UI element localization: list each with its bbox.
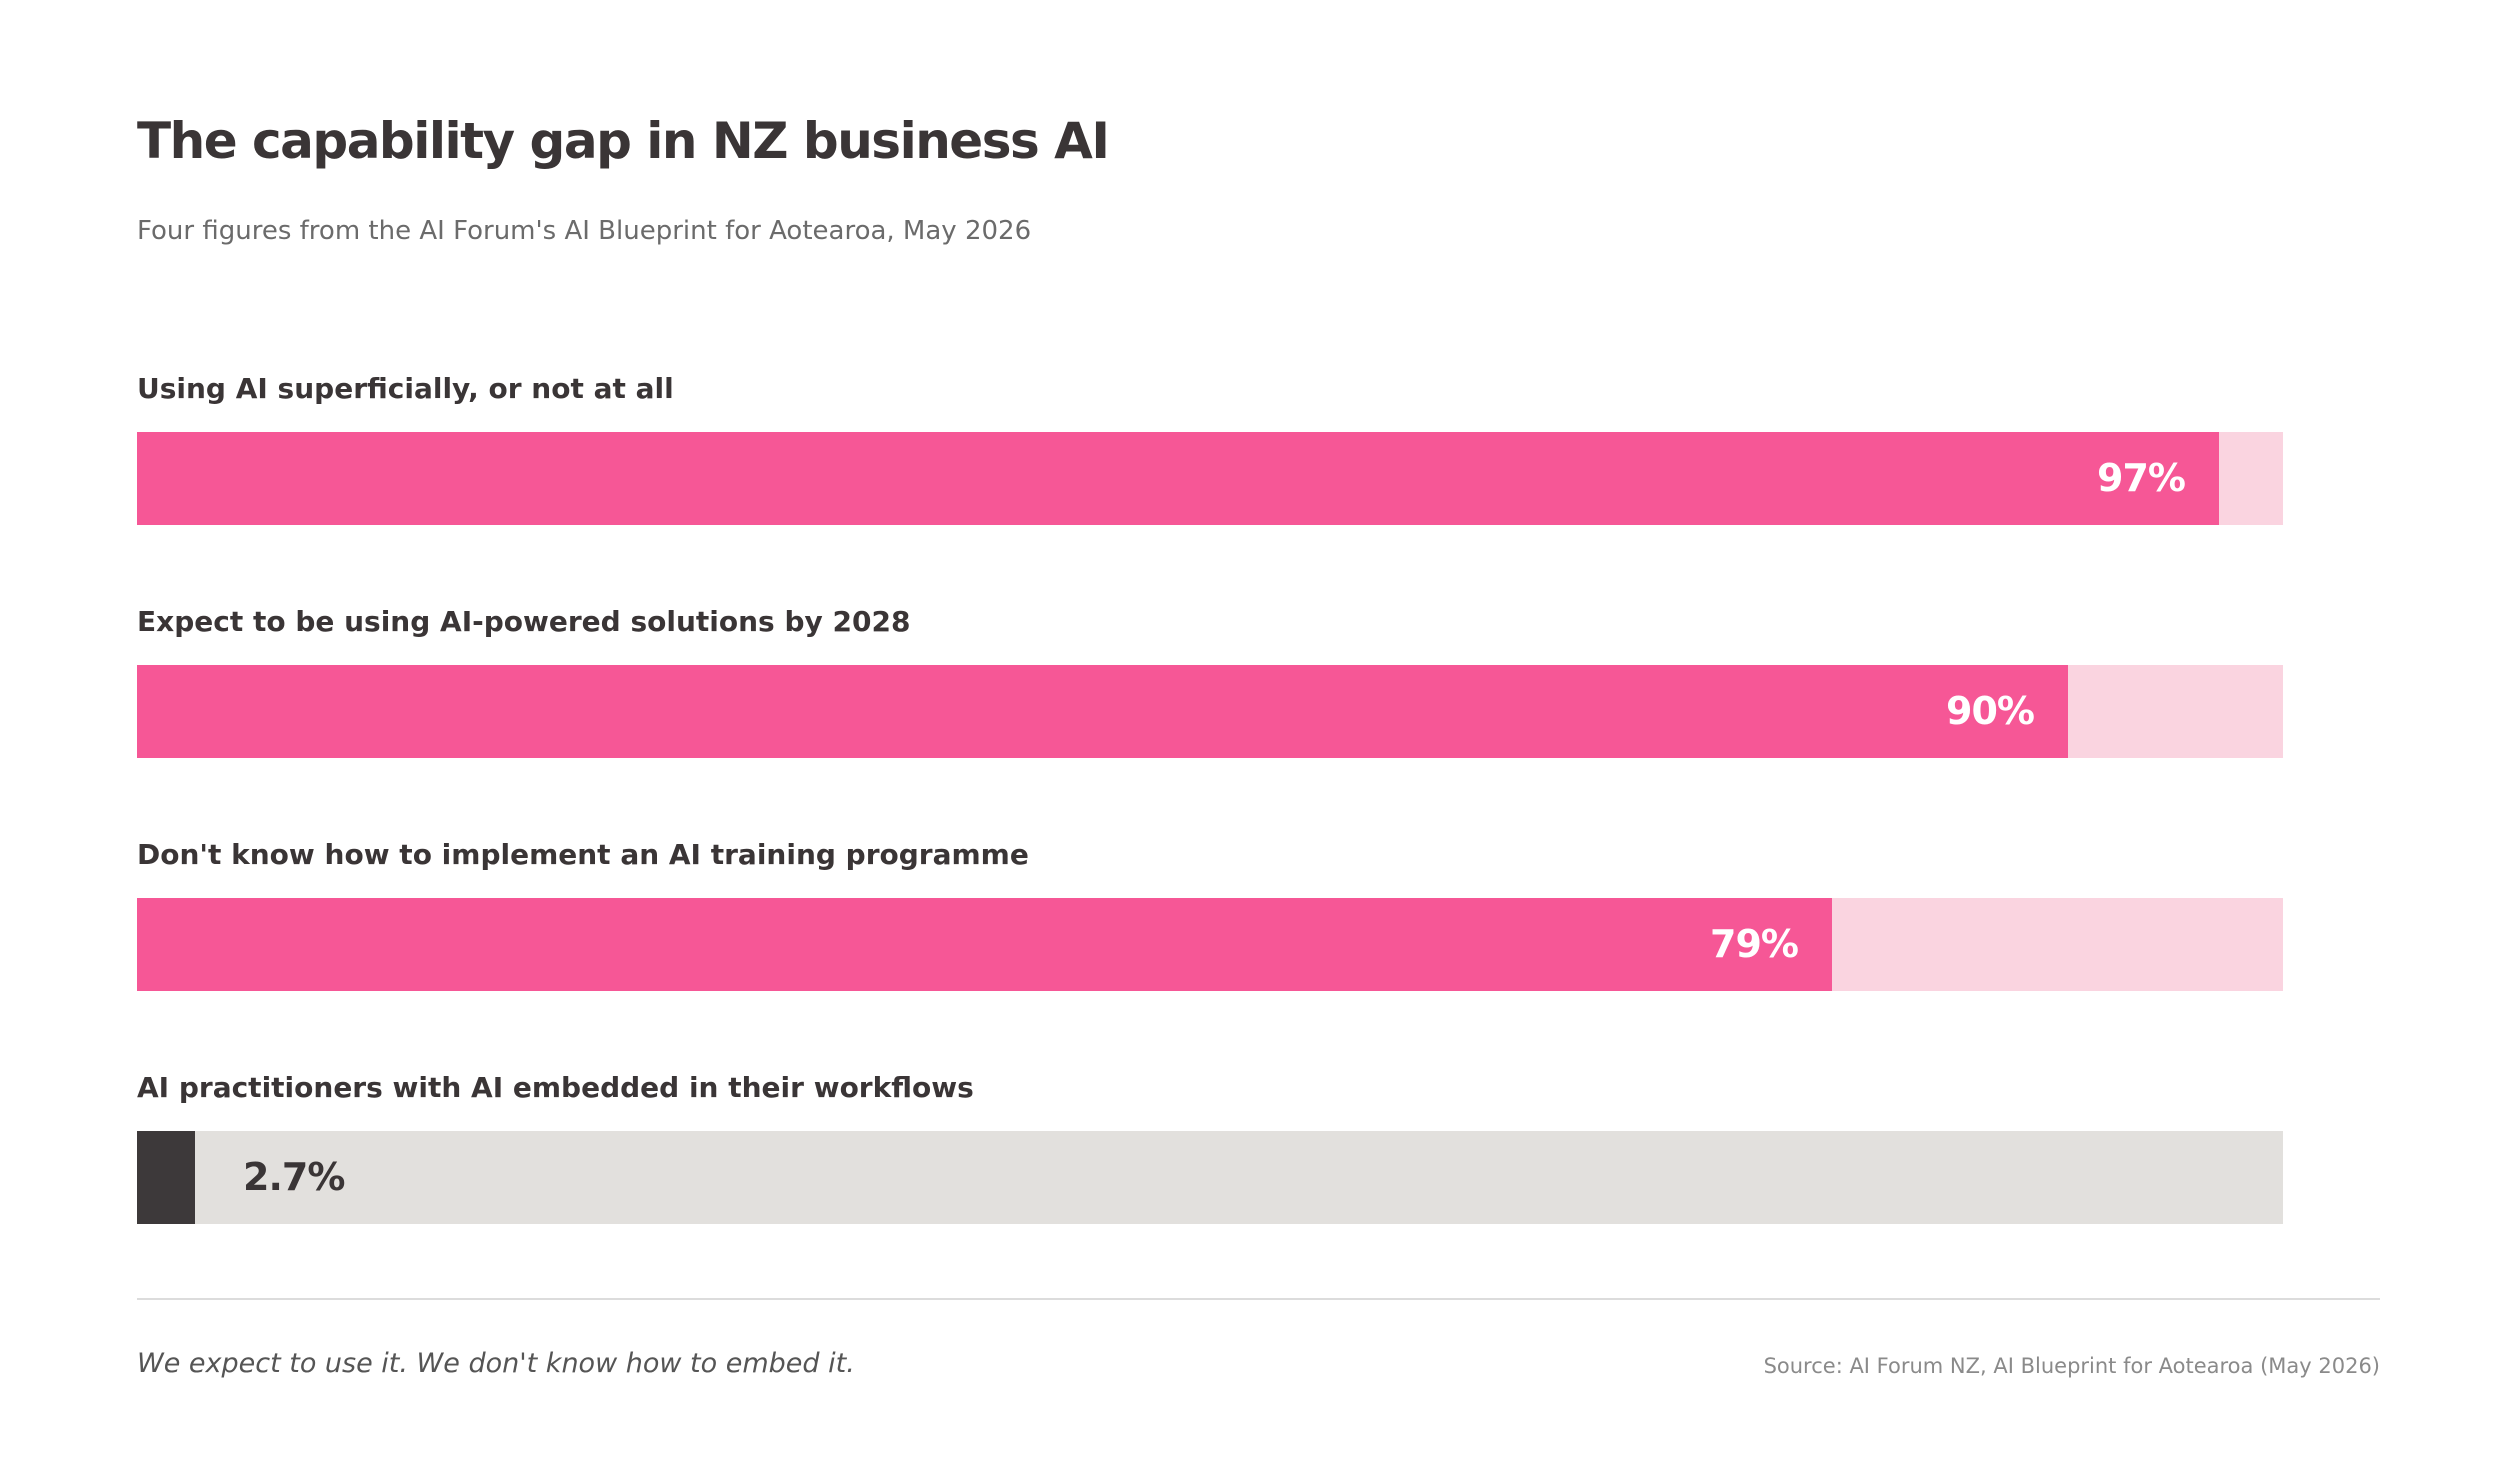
bar-value-label: 90% xyxy=(1946,689,2035,733)
bar-track: 90% xyxy=(137,665,2283,758)
bar-value-label: 97% xyxy=(2097,456,2186,500)
source-note: Source: AI Forum NZ, AI Blueprint for Ao… xyxy=(1763,1354,2380,1378)
chart-subtitle: Four figures from the AI Forum's AI Blue… xyxy=(137,216,1032,246)
bar-value-label: 79% xyxy=(1710,922,1799,966)
bar-category-label: AI practitioners with AI embedded in the… xyxy=(137,1071,974,1104)
bar xyxy=(137,1131,195,1224)
bar-value-label: 2.7% xyxy=(243,1155,345,1199)
bar-category-label: Expect to be using AI-powered solutions … xyxy=(137,605,911,638)
footnote: We expect to use it. We don't know how t… xyxy=(137,1348,855,1379)
bar-category-label: Don't know how to implement an AI traini… xyxy=(137,838,1029,871)
bar-track: 97% xyxy=(137,432,2283,525)
bar xyxy=(137,898,1832,991)
chart-title: The capability gap in NZ business AI xyxy=(137,112,1110,170)
footer-divider xyxy=(137,1298,2380,1300)
bar-track: 2.7% xyxy=(137,1131,2283,1224)
bar-track: 79% xyxy=(137,898,2283,991)
bar xyxy=(137,432,2219,525)
bar-category-label: Using AI superficially, or not at all xyxy=(137,372,674,405)
bar xyxy=(137,665,2068,758)
